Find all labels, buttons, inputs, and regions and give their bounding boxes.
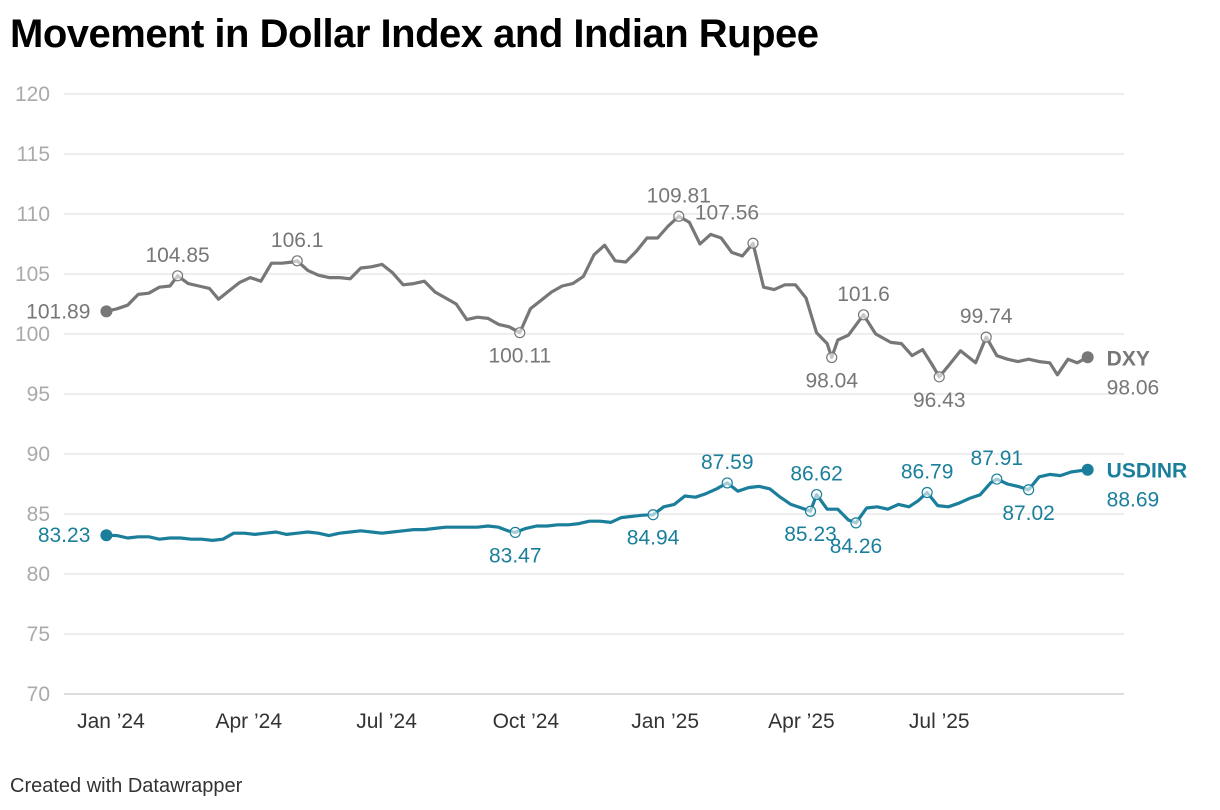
y-tick-label: 105 [15, 263, 50, 286]
y-tick-label: 95 [27, 383, 50, 406]
dxy-annotation-label: 107.56 [695, 201, 759, 224]
dxy-annotation-label: 96.43 [913, 389, 966, 412]
usdinr-series-line [104, 468, 1090, 542]
dxy-annotation-label: 104.85 [145, 244, 209, 267]
usdinr-annotation-label: 85.23 [784, 523, 837, 546]
y-tick-label: 90 [27, 443, 50, 466]
y-tick-label: 85 [27, 503, 50, 526]
dxy-annotation-label: 100.11 [488, 345, 551, 368]
y-tick-label: 115 [17, 143, 50, 166]
dxy-annotation-marker [933, 371, 945, 383]
usdinr-annotation-marker [991, 473, 1003, 485]
x-tick-label: Jul ’25 [909, 710, 970, 733]
y-tick-label: 100 [15, 323, 50, 346]
credit-text: Created with Datawrapper [10, 775, 243, 797]
usdinr-annotation-marker [1022, 484, 1035, 496]
dxy-start-dot [100, 305, 113, 318]
usdinr-series-name-label: USDINR [1107, 460, 1188, 483]
usdinr-annotation-label: 86.79 [901, 461, 954, 484]
dxy-end-dot [1081, 351, 1094, 364]
dxy-annotation-label: 101.89 [26, 300, 90, 323]
y-tick-label: 120 [15, 83, 50, 106]
usdinr-annotation-label: 83.23 [38, 524, 91, 547]
chart-title: Movement in Dollar Index and Indian Rupe… [10, 12, 819, 56]
usdinr-end-value-label: 88.69 [1107, 489, 1160, 512]
dxy-annotation-label: 109.81 [647, 184, 711, 207]
x-tick-label: Jan ’24 [77, 710, 145, 733]
annotation-markers [100, 210, 1094, 542]
dxy-annotation-marker [980, 331, 992, 343]
usdinr-annotation-label: 84.94 [627, 527, 680, 550]
dxy-annotation-label: 106.1 [271, 229, 324, 252]
dxy-series-name-label: DXY [1107, 347, 1150, 370]
gridlines [64, 93, 1124, 695]
usdinr-annotation-label: 87.02 [1002, 502, 1055, 525]
usdinr-annotation-marker [721, 477, 733, 489]
y-tick-label: 110 [17, 203, 50, 226]
usdinr-annotation-marker [509, 526, 521, 538]
dxy-annotation-label: 98.04 [805, 370, 858, 393]
dxy-annotation-label: 99.74 [960, 305, 1013, 328]
usdinr-annotation-marker [810, 488, 823, 501]
x-tick-label: Jul ’24 [356, 710, 417, 733]
dxy-annotation-marker [291, 255, 303, 267]
usdinr-annotation-label: 87.59 [701, 451, 754, 474]
y-tick-label: 75 [27, 623, 50, 646]
dxy-end-value-label: 98.06 [1107, 376, 1160, 399]
series-lines [104, 214, 1090, 542]
x-tick-label: Oct ’24 [493, 710, 560, 733]
usdinr-end-dot [1081, 463, 1094, 476]
usdinr-annotation-label: 84.26 [830, 535, 883, 558]
usdinr-annotation-marker [850, 517, 862, 529]
x-axis: Jan ’24 Apr ’24 Jul ’24 Oct ’24 Jan ’25 Apr ’… [77, 710, 970, 733]
usdinr-annotation-marker [921, 486, 933, 499]
usdinr-annotation-marker [804, 505, 817, 517]
dxy-annotation-label: 101.6 [837, 283, 890, 306]
line-chart: 120 115 110 105 100 95 90 85 80 75 70 Jan ’24 Apr ’… [15, 83, 1187, 733]
x-tick-label: Jan ’25 [631, 710, 699, 733]
dxy-annotation-marker [673, 210, 685, 222]
usdinr-annotation-label: 83.47 [489, 544, 542, 567]
y-tick-label: 80 [27, 563, 50, 586]
usdinr-start-dot [100, 529, 113, 542]
dxy-annotation-marker [826, 351, 838, 364]
usdinr-annotation-label: 86.62 [790, 463, 843, 486]
usdinr-annotation-label: 87.91 [971, 447, 1024, 470]
usdinr-annotation-marker [647, 509, 659, 521]
x-tick-label: Apr ’25 [768, 710, 835, 733]
y-axis: 120 115 110 105 100 95 90 85 80 75 70 [15, 83, 50, 706]
dxy-annotation-marker [514, 327, 526, 339]
dxy-annotation-marker [857, 309, 870, 321]
dxy-annotation-marker [171, 270, 184, 282]
dxy-series-line [104, 214, 1090, 379]
y-tick-label: 70 [27, 683, 50, 706]
dxy-annotation-marker [747, 237, 759, 249]
x-tick-label: Apr ’24 [215, 710, 282, 733]
